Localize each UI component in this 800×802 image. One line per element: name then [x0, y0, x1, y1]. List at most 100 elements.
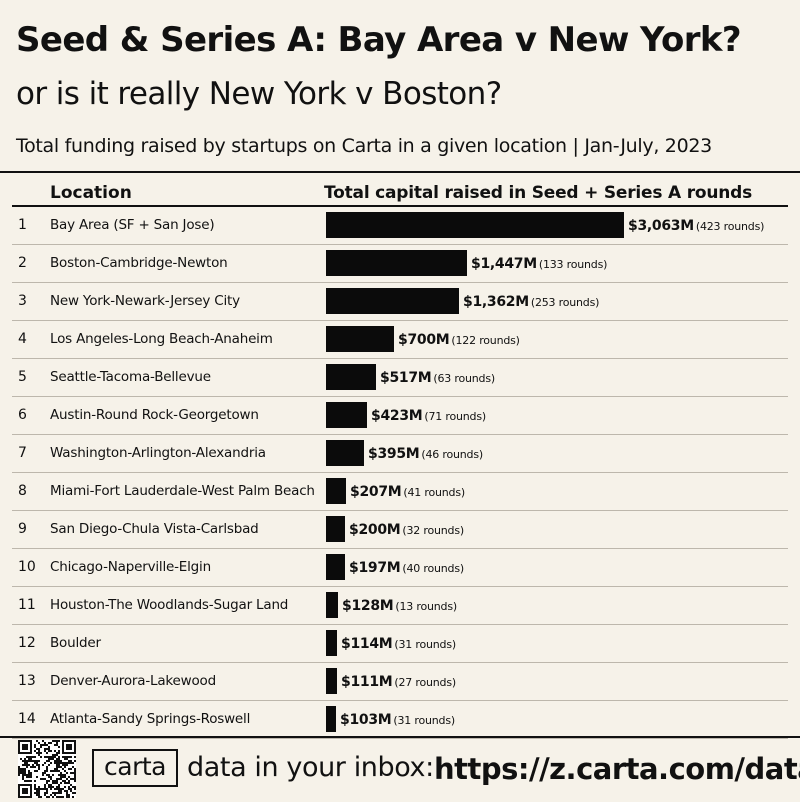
qr-code-icon	[18, 740, 76, 798]
data-label: $197M (40 rounds)	[349, 548, 464, 586]
rounds-label: (122 rounds)	[451, 334, 520, 347]
data-label: $103M (31 rounds)	[340, 700, 455, 738]
bar	[326, 402, 367, 428]
row-location: New York-Newark-Jersey City	[50, 293, 240, 309]
data-label: $3,063M (423 rounds)	[628, 206, 764, 244]
row-location: Atlanta-Sandy Springs-Roswell	[50, 711, 251, 727]
table-row: 4 Los Angeles-Long Beach-Anaheim $700M (122…	[12, 320, 788, 359]
rounds-label: (41 rounds)	[403, 486, 465, 499]
table-row: 11 Houston-The Woodlands-Sugar Land $128M(…	[12, 586, 788, 625]
row-location: Seattle-Tacoma-Bellevue	[50, 369, 211, 385]
data-label: $207M (41 rounds)	[350, 472, 465, 510]
row-rank: 3	[18, 293, 27, 309]
table-row: 13 Denver-Aurora-Lakewood $111M (27 rounds)	[12, 662, 788, 701]
bar	[326, 440, 364, 466]
table-row: 14 Atlanta-Sandy Springs-Roswell $103M (31 …	[12, 700, 788, 739]
row-rank: 11	[18, 597, 36, 613]
data-label: $395M (46 rounds)	[368, 434, 483, 472]
rounds-label: (133 rounds)	[538, 258, 608, 271]
bar	[326, 516, 345, 542]
value-label: $114M	[341, 636, 393, 652]
value-label: $1,447M	[471, 256, 537, 272]
bar	[326, 478, 346, 504]
header-divider	[12, 205, 788, 207]
row-location: San Diego-Chula Vista-Carlsbad	[50, 521, 259, 537]
table-row: 6 Austin-Round Rock-Georgetown $423M (71 ro…	[12, 396, 788, 435]
chart-title: Seed & Series A: Bay Area v New York?	[16, 20, 742, 60]
data-label: $700M (122 rounds)	[398, 320, 520, 358]
bar	[326, 592, 338, 618]
value-label: $1,362M	[463, 294, 529, 310]
bar	[326, 668, 337, 694]
rounds-label: (46 rounds)	[421, 448, 483, 461]
chart-caption: Total funding raised by startups on Cart…	[16, 135, 712, 157]
rounds-label: (32 rounds)	[402, 524, 464, 537]
row-rank: 13	[18, 673, 36, 689]
row-location: Denver-Aurora-Lakewood	[50, 673, 216, 689]
cta-text: data in your inbox:	[187, 752, 434, 783]
bar	[326, 288, 459, 314]
value-label: $207M	[350, 484, 402, 500]
table-row: 1 Bay Area (SF + San Jose) $3,063M (423 rou…	[12, 206, 788, 245]
row-location: Miami-Fort Lauderdale-West Palm Beach	[50, 483, 315, 499]
carta-logo: carta	[92, 749, 178, 787]
table-row: 3 New York-Newark-Jersey City $1,362M (253 …	[12, 282, 788, 321]
top-divider	[0, 171, 800, 173]
table-row: 10 Chicago-Naperville-Elgin $197M (40 round…	[12, 548, 788, 587]
row-rank: 6	[18, 407, 27, 423]
row-rank: 2	[18, 255, 27, 271]
rounds-label: (31 rounds)	[394, 638, 456, 651]
value-label: $103M	[340, 712, 392, 728]
bar	[326, 326, 394, 352]
data-label: $423M (71 rounds)	[371, 396, 486, 434]
value-label: $128M	[342, 598, 394, 614]
value-label: $423M	[371, 408, 423, 424]
chart-subtitle: or is it really New York v Boston?	[16, 76, 502, 112]
rounds-label: (40 rounds)	[402, 562, 464, 575]
row-rank: 8	[18, 483, 27, 499]
row-location: Boulder	[50, 635, 101, 651]
rounds-label: (423 rounds)	[695, 220, 765, 233]
rounds-label: (27 rounds)	[394, 676, 456, 689]
table-row: 9 San Diego-Chula Vista-Carlsbad $200M (32 …	[12, 510, 788, 549]
row-rank: 1	[18, 217, 27, 233]
rounds-label: (13 rounds)	[395, 600, 457, 613]
row-location: Boston-Cambridge-Newton	[50, 255, 228, 271]
column-header-location: Location	[50, 183, 132, 203]
bar	[326, 250, 467, 276]
data-label: $1,447M (133 rounds)	[471, 244, 607, 282]
table-row: 8 Miami-Fort Lauderdale-West Palm Beach $2…	[12, 472, 788, 511]
rounds-label: (71 rounds)	[424, 410, 486, 423]
cta-url-link[interactable]: https://z.carta.com/data	[434, 752, 800, 786]
table-row: 7 Washington-Arlington-Alexandria $395M (46…	[12, 434, 788, 473]
column-header-capital: Total capital raised in Seed + Series A …	[324, 183, 753, 203]
table-row: 12 Boulder $114M (31 rounds)	[12, 624, 788, 663]
data-label: $111M (27 rounds)	[341, 662, 456, 700]
row-rank: 4	[18, 331, 27, 347]
row-location: Austin-Round Rock-Georgetown	[50, 407, 259, 423]
bar	[326, 706, 336, 732]
value-label: $111M	[341, 674, 393, 690]
bar	[326, 212, 624, 238]
bar	[326, 554, 345, 580]
bottom-divider	[0, 736, 800, 738]
row-rank: 5	[18, 369, 27, 385]
row-location: Chicago-Naperville-Elgin	[50, 559, 211, 575]
row-rank: 9	[18, 521, 27, 537]
row-rank: 12	[18, 635, 36, 651]
data-label: $200M (32 rounds)	[349, 510, 464, 548]
table-row: 5 Seattle-Tacoma-Bellevue $517M (63 rounds)	[12, 358, 788, 397]
value-label: $3,063M	[628, 218, 694, 234]
value-label: $200M	[349, 522, 401, 538]
rounds-label: (63 rounds)	[433, 372, 495, 385]
row-rank: 14	[18, 711, 36, 727]
row-rank: 7	[18, 445, 27, 461]
row-rank: 10	[18, 559, 36, 575]
value-label: $700M	[398, 332, 450, 348]
rounds-label: (31 rounds)	[393, 714, 455, 727]
data-label: $1,362M (253 rounds)	[463, 282, 599, 320]
row-location: Bay Area (SF + San Jose)	[50, 217, 215, 233]
data-label: $517M (63 rounds)	[380, 358, 495, 396]
bar	[326, 364, 376, 390]
value-label: $395M	[368, 446, 420, 462]
